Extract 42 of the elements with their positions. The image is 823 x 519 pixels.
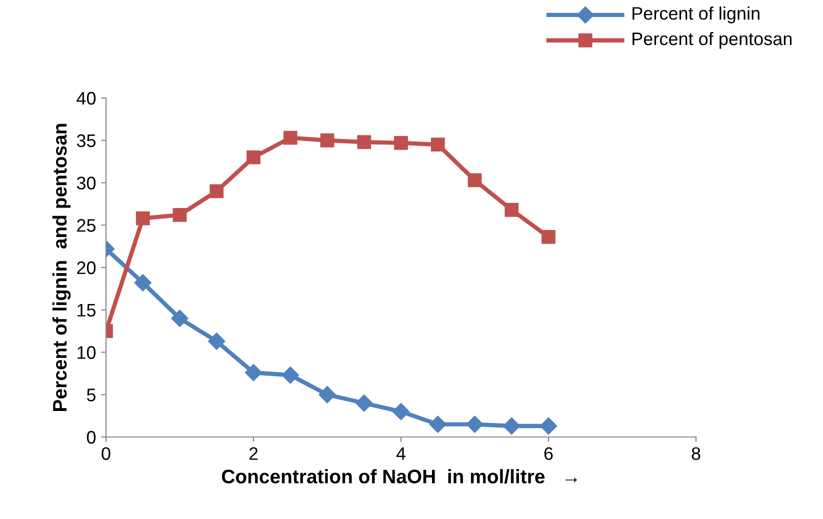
point: [210, 184, 224, 198]
y-tick-label: 35: [76, 134, 96, 148]
legend-label: Percent of pentosan: [632, 32, 792, 49]
point: [283, 130, 298, 145]
y-tick-label: 25: [77, 219, 96, 232]
point: [392, 403, 410, 420]
point: [503, 417, 520, 435]
point: [171, 310, 188, 327]
point: [244, 364, 262, 382]
x-tick-label: 8: [692, 447, 700, 460]
y-tick-label: 20: [77, 261, 96, 274]
y-axis-title: Percent of lignin and pentosan: [52, 124, 71, 411]
x-tick-label: 6: [544, 447, 553, 460]
point: [430, 138, 445, 152]
point: [357, 135, 372, 150]
y-tick-label: 10: [78, 346, 96, 359]
point: [394, 136, 408, 150]
point: [542, 230, 556, 244]
point: [318, 386, 336, 404]
point: [246, 150, 260, 164]
y-tick-label: 0: [86, 430, 96, 444]
y-tick-label: 15: [78, 304, 96, 317]
point: [136, 211, 150, 226]
point: [504, 202, 519, 217]
point: [468, 173, 482, 188]
x-tick-label: 4: [396, 447, 406, 460]
y-tick-label: 40: [76, 92, 96, 105]
point: [320, 133, 334, 148]
x-tick-label: 0: [102, 447, 110, 460]
legend-label: Percent of lignin: [632, 6, 760, 24]
point: [540, 417, 558, 435]
point: [134, 274, 152, 292]
x-axis-title: Concentration of NaOH in mol/litre →: [222, 469, 577, 484]
point: [429, 416, 446, 433]
point: [356, 394, 373, 412]
x-tick-label: 2: [249, 447, 258, 460]
point: [208, 332, 226, 350]
point: [172, 208, 187, 222]
point: [466, 416, 484, 433]
point: [282, 366, 299, 384]
y-tick-label: 5: [86, 388, 96, 402]
y-tick-label: 30: [76, 176, 96, 190]
